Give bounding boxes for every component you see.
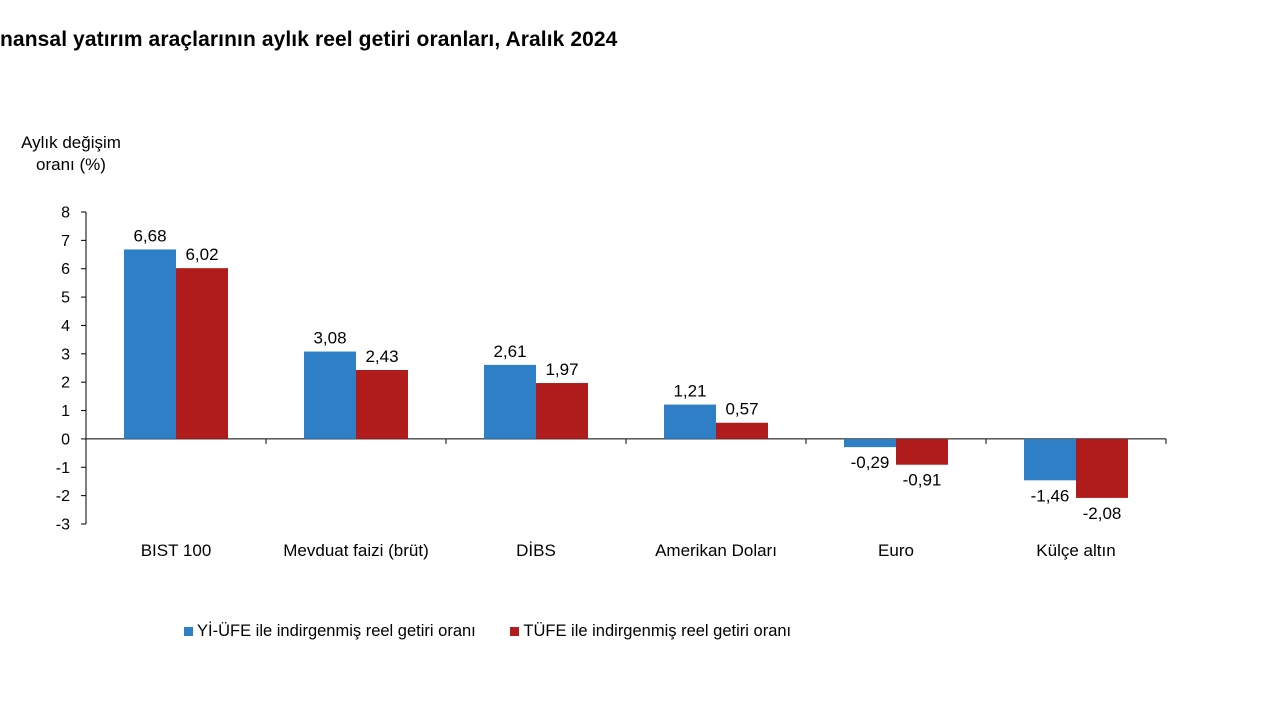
x-category-label: BIST 100: [141, 541, 212, 560]
data-label: 2,61: [493, 342, 526, 361]
y-tick-label: 7: [61, 233, 70, 250]
legend: Yİ-ÜFE ile indirgenmiş reel getiri oranı…: [184, 622, 791, 641]
legend-label-tufe: TÜFE ile indirgenmiş reel getiri oranı: [523, 622, 792, 640]
y-tick-label: 4: [61, 318, 70, 335]
x-category-label: Euro: [878, 541, 914, 560]
legend-item-yi-ufe: Yİ-ÜFE ile indirgenmiş reel getiri oranı: [184, 622, 476, 641]
bar: [356, 369, 408, 439]
data-labels: 6,68 3,08 2,61 1,21 -0,29 -1,46 6,02 2,43 1,97 0,…: [133, 226, 1121, 522]
data-label: -0,29: [851, 453, 890, 472]
bar: [536, 383, 588, 439]
y-tick-label: 6: [61, 261, 70, 278]
data-label: -2,08: [1083, 504, 1122, 523]
data-label: 2,43: [365, 347, 398, 366]
data-label: 6,68: [133, 226, 166, 245]
bar: [896, 438, 948, 465]
y-tick-label: 0: [61, 431, 70, 448]
data-label: 1,97: [545, 360, 578, 379]
x-category-label: DİBS: [516, 541, 556, 560]
bar: [176, 268, 228, 439]
bar: [844, 438, 896, 448]
bar: [484, 364, 536, 439]
data-label: 3,08: [313, 329, 346, 348]
x-category-label: Mevduat faizi (brüt): [283, 541, 429, 560]
y-axis-label: Aylık değişim oranı (%): [8, 132, 134, 176]
y-axis-label-line-2: oranı (%): [36, 155, 106, 174]
axes: 8 7 6 5 4 3 2 1 0 -1 -2 -3 BIST 100 Mevduat faizi (br…: [56, 205, 1167, 560]
x-category-label: Amerikan Doları: [655, 541, 777, 560]
data-label: -0,91: [903, 471, 942, 490]
data-label: -1,46: [1031, 486, 1070, 505]
y-tick-label: 3: [61, 346, 70, 363]
legend-item-tufe: TÜFE ile indirgenmiş reel getiri oranı: [510, 622, 791, 641]
bar: [1076, 438, 1128, 498]
y-tick-label: 1: [61, 403, 70, 420]
bar: [124, 249, 176, 439]
legend-label-yi-ufe: Yİ-ÜFE ile indirgenmiş reel getiri oranı: [197, 622, 476, 640]
y-tick-label: 2: [61, 375, 70, 392]
bar: [716, 422, 768, 439]
y-tick-label: -3: [56, 517, 70, 534]
data-label: 0,57: [725, 400, 758, 419]
y-tick-label: -2: [56, 488, 70, 505]
y-axis-label-line-1: Aylık değişim: [21, 133, 121, 152]
bar: [664, 404, 716, 439]
bars: [124, 249, 1128, 498]
data-label: 1,21: [673, 382, 706, 401]
legend-swatch-tufe: [510, 627, 520, 636]
bar: [304, 351, 356, 439]
bar: [1024, 438, 1076, 481]
legend-swatch-yi-ufe: [184, 627, 193, 636]
x-category-label: Külçe altın: [1036, 541, 1115, 560]
y-tick-label: 5: [61, 290, 70, 307]
y-tick-label: -1: [56, 460, 70, 477]
data-label: 6,02: [185, 245, 218, 264]
y-tick-label: 8: [61, 205, 70, 222]
chart-title: nansal yatırım araçlarının aylık reel ge…: [0, 28, 618, 51]
